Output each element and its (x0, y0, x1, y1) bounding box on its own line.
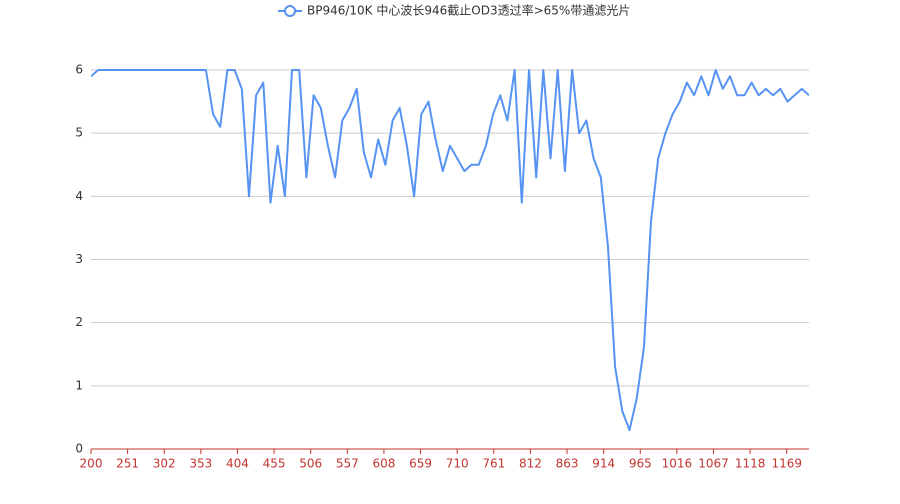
y-tick-label: 3 (75, 252, 83, 266)
x-tick-label: 863 (556, 457, 579, 471)
y-tick-label: 6 (75, 63, 83, 77)
x-tick-label: 200 (80, 457, 103, 471)
y-tick-label: 0 (75, 442, 83, 456)
x-tick-label: 659 (409, 457, 432, 471)
x-tick-label: 1067 (698, 457, 729, 471)
x-tick-label: 1169 (771, 457, 802, 471)
x-tick-label: 914 (592, 457, 615, 471)
y-tick-label: 2 (75, 315, 83, 329)
x-tick-label: 608 (372, 457, 395, 471)
x-tick-label: 557 (336, 457, 359, 471)
y-tick-label: 4 (75, 189, 83, 203)
x-tick-label: 965 (629, 457, 652, 471)
x-tick-label: 761 (482, 457, 505, 471)
x-tick-label: 1118 (735, 457, 766, 471)
y-tick-label: 5 (75, 126, 83, 140)
x-tick-label: 353 (189, 457, 212, 471)
x-tick-label: 404 (226, 457, 249, 471)
x-tick-label: 812 (519, 457, 542, 471)
x-tick-label: 710 (446, 457, 469, 471)
legend-label: BP946/10K 中心波长946截止OD3透过率>65%带通滤光片 (307, 3, 630, 18)
x-tick-label: 1016 (662, 457, 693, 471)
x-tick-label: 506 (299, 457, 322, 471)
legend-symbol (284, 5, 296, 17)
y-tick-label: 1 (75, 378, 83, 392)
x-tick-label: 251 (116, 457, 139, 471)
x-tick-label: 455 (263, 457, 286, 471)
x-tick-label: 302 (153, 457, 176, 471)
series-line (91, 69, 809, 432)
